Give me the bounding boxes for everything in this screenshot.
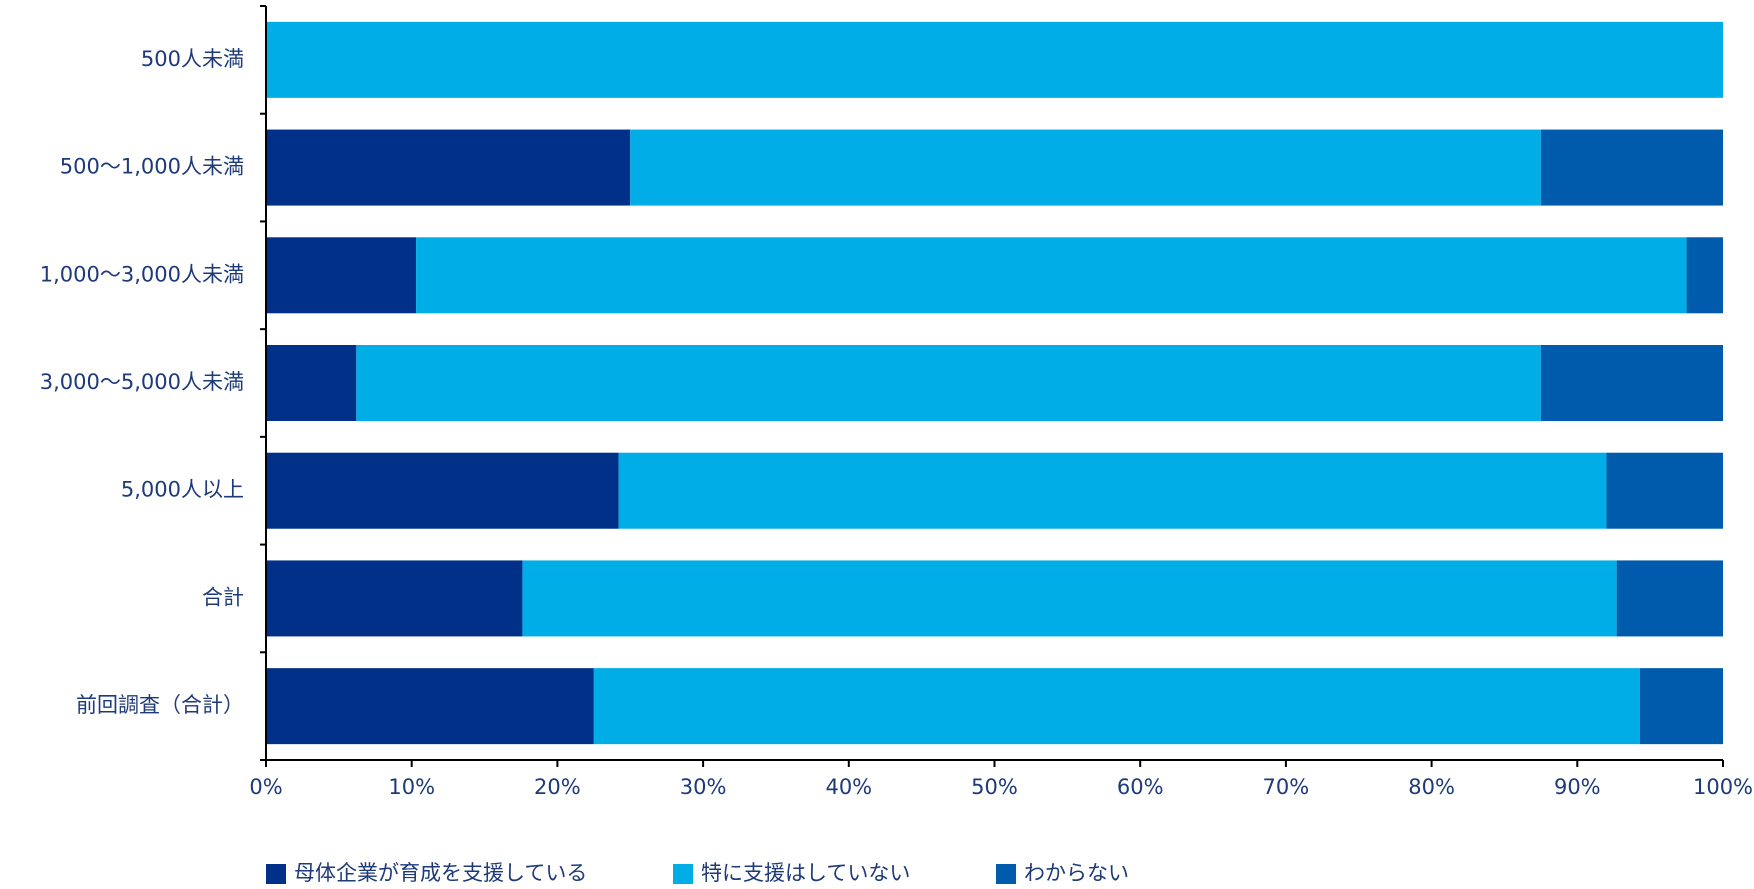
bar-segment [266,129,631,206]
bar-segment [266,345,357,421]
bar-segment [356,345,1541,421]
bar-segment [1540,345,1723,421]
y-tick-label: 前回調査（合計） [76,693,244,717]
y-tick-label: 5,000人以上 [121,478,244,502]
legend-label: わからない [1024,861,1129,885]
legend-swatch [996,864,1016,884]
x-tick-label: 30% [680,775,727,799]
x-tick-label: 50% [971,775,1018,799]
bar-segment [1606,452,1723,529]
bar-segment [1616,560,1723,637]
bar-segment [1639,668,1723,745]
y-tick-label: 1,000〜3,000人未満 [40,262,244,286]
y-tick-label: 合計 [202,585,244,609]
bar-segment [266,560,523,637]
x-tick-label: 0% [249,775,282,799]
legend-swatch [673,864,693,884]
x-tick-label: 70% [1263,775,1310,799]
x-tick-label: 90% [1554,775,1601,799]
bar-segment [416,237,1687,314]
bar-segment [618,452,1607,529]
bar-segment [1540,129,1723,206]
legend-swatch [266,864,286,884]
legend-label: 特に支援はしていない [701,861,910,885]
bar-segment [266,452,619,529]
x-tick-label: 40% [825,775,872,799]
x-tick-label: 60% [1117,775,1164,799]
x-tick-label: 100% [1693,775,1753,799]
x-tick-label: 20% [534,775,581,799]
bar-segment [1686,237,1723,314]
y-tick-label: 500人未満 [141,47,244,71]
bar-segment [266,21,1723,98]
x-tick-label: 80% [1408,775,1455,799]
bar-segment [593,668,1640,745]
bar-segment [266,237,417,314]
y-tick-label: 500〜1,000人未満 [60,155,244,179]
y-tick-label: 3,000〜5,000人未満 [40,370,244,394]
legend-label: 母体企業が育成を支援している [294,861,587,885]
bar-segment [266,668,594,745]
bar-segment [522,560,1617,637]
x-tick-label: 10% [388,775,435,799]
bar-segment [630,129,1541,206]
